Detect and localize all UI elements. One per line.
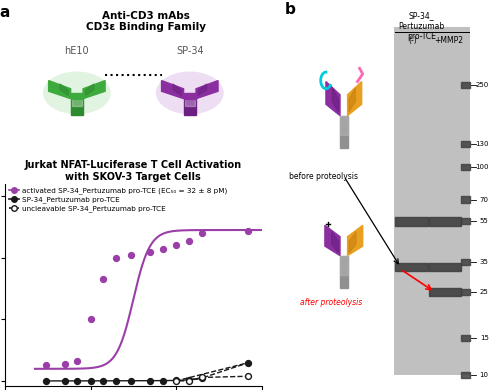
Point: [74, 378, 82, 384]
Text: 55: 55: [480, 218, 488, 224]
Polygon shape: [72, 99, 82, 106]
Point: [112, 378, 120, 384]
Polygon shape: [348, 82, 362, 115]
Polygon shape: [462, 218, 470, 224]
Point: [172, 378, 180, 384]
Legend: activated SP-34_Pertuzumab pro-TCE (EC₅₀ = 32 ± 8 pM), SP-34_Pertuzumab pro-TCE,: activated SP-34_Pertuzumab pro-TCE (EC₅₀…: [8, 187, 227, 212]
Point: [86, 316, 94, 323]
Point: [198, 375, 206, 381]
Text: 250: 250: [476, 82, 488, 88]
Text: before proteolysis: before proteolysis: [289, 172, 358, 181]
Point: [146, 378, 154, 384]
Polygon shape: [162, 81, 184, 99]
Polygon shape: [173, 84, 182, 96]
Polygon shape: [184, 99, 195, 106]
Point: [159, 378, 167, 384]
Point: [42, 362, 50, 368]
Polygon shape: [340, 255, 347, 275]
Text: 35: 35: [480, 259, 488, 265]
Polygon shape: [429, 217, 461, 226]
Point: [99, 276, 107, 282]
Text: 70: 70: [480, 197, 488, 202]
Polygon shape: [332, 232, 338, 253]
Polygon shape: [83, 81, 105, 99]
Point: [112, 255, 120, 261]
Point: [184, 377, 192, 383]
Text: hE10: hE10: [64, 46, 89, 56]
Point: [61, 378, 69, 384]
Point: [172, 377, 180, 383]
Polygon shape: [184, 93, 196, 99]
Polygon shape: [326, 82, 340, 115]
Polygon shape: [462, 82, 470, 88]
Text: b: b: [285, 2, 296, 17]
Polygon shape: [86, 84, 94, 96]
Polygon shape: [395, 217, 428, 226]
Ellipse shape: [43, 71, 110, 114]
Point: [146, 248, 154, 255]
Point: [128, 252, 136, 258]
Polygon shape: [462, 289, 470, 295]
Point: [244, 228, 252, 234]
Point: [244, 373, 252, 379]
Point: [198, 230, 206, 236]
Point: [244, 360, 252, 366]
Polygon shape: [70, 93, 83, 99]
Text: (-): (-): [408, 36, 418, 45]
Point: [74, 358, 82, 365]
Polygon shape: [340, 115, 347, 135]
Text: +MMP2: +MMP2: [434, 36, 463, 45]
Polygon shape: [340, 255, 347, 288]
Point: [99, 378, 107, 384]
Polygon shape: [462, 164, 470, 170]
Polygon shape: [70, 99, 83, 115]
Text: 100: 100: [475, 165, 488, 170]
Text: a: a: [0, 5, 10, 20]
Polygon shape: [196, 81, 218, 99]
Polygon shape: [462, 141, 470, 147]
Polygon shape: [332, 88, 338, 112]
Point: [42, 378, 50, 384]
Ellipse shape: [156, 71, 224, 114]
Polygon shape: [198, 84, 206, 96]
Point: [184, 378, 192, 384]
Polygon shape: [340, 115, 347, 148]
Polygon shape: [462, 372, 470, 378]
Polygon shape: [325, 225, 340, 255]
Polygon shape: [184, 99, 196, 115]
Polygon shape: [48, 81, 70, 99]
Point: [86, 378, 94, 384]
Polygon shape: [429, 263, 461, 271]
Polygon shape: [395, 263, 428, 271]
Polygon shape: [462, 197, 470, 202]
Point: [198, 374, 206, 381]
Text: after proteolysis: after proteolysis: [300, 298, 362, 307]
Bar: [394, 27, 470, 375]
Polygon shape: [349, 88, 356, 112]
Point: [61, 361, 69, 367]
Text: SP-34_
Pertuzumab
pro-TCE: SP-34_ Pertuzumab pro-TCE: [398, 12, 444, 41]
Point: [172, 242, 180, 248]
Text: SP-34: SP-34: [176, 46, 204, 56]
Text: Anti-CD3 mAbs
CD3ε Binding Family: Anti-CD3 mAbs CD3ε Binding Family: [86, 11, 206, 32]
Text: 130: 130: [475, 141, 488, 147]
Polygon shape: [429, 289, 461, 296]
Text: 10: 10: [480, 372, 488, 378]
Title: Jurkat NFAT-Luciferase T Cell Activation
with SKOV-3 Target Cells: Jurkat NFAT-Luciferase T Cell Activation…: [25, 160, 242, 182]
Polygon shape: [349, 232, 356, 253]
Polygon shape: [462, 259, 470, 265]
Polygon shape: [60, 84, 68, 96]
Text: 25: 25: [480, 289, 488, 295]
Point: [159, 245, 167, 252]
Text: 15: 15: [480, 335, 488, 341]
Polygon shape: [462, 335, 470, 341]
Point: [128, 378, 136, 384]
Polygon shape: [348, 225, 362, 255]
Point: [184, 238, 192, 244]
